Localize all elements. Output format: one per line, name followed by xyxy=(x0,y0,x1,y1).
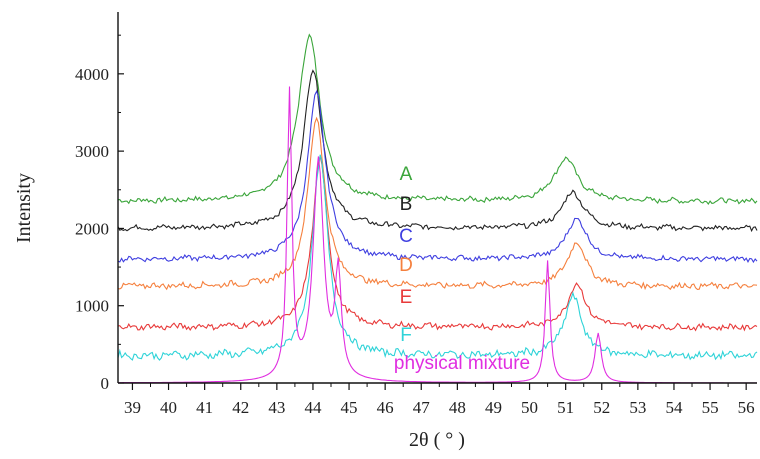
series-line-f xyxy=(117,154,758,361)
x-tick-label: 51 xyxy=(557,398,574,417)
axes: 0 1000 2000 3000 4000 39 40 41 42 43 44 45 46 47 48 49 5… xyxy=(75,12,757,417)
x-tick-label: 42 xyxy=(232,398,249,417)
series-line-e xyxy=(117,155,758,332)
series-label-physical-mixture: physical mixture xyxy=(394,353,530,374)
y-tick-label: 1000 xyxy=(75,297,109,316)
y-tick-label: 4000 xyxy=(75,65,109,84)
series-label-c: C xyxy=(399,226,413,247)
series-line-b xyxy=(117,69,758,233)
y-tick-label: 2000 xyxy=(75,219,109,238)
series-line-a xyxy=(117,33,758,205)
x-axis-title: 2θ ( ° ) xyxy=(409,429,465,451)
x-tick-label: 53 xyxy=(629,398,646,417)
y-axis-title: Intensity xyxy=(13,173,35,243)
y-tick-label: 3000 xyxy=(75,142,109,161)
x-tick-label: 48 xyxy=(449,398,466,417)
plot-curves xyxy=(117,33,758,384)
x-tick-label: 50 xyxy=(521,398,538,417)
series-label-b: B xyxy=(400,194,413,215)
series-line-c xyxy=(117,90,758,264)
x-tick-label: 54 xyxy=(665,398,683,417)
series-line-physical-mixture xyxy=(118,86,757,384)
series-label-d: D xyxy=(399,255,413,276)
series-line-d xyxy=(117,116,758,291)
x-tick-label: 40 xyxy=(160,398,177,417)
x-tick-label: 45 xyxy=(341,398,358,417)
series-label-e: E xyxy=(400,287,413,308)
x-tick-label: 39 xyxy=(124,398,141,417)
x-tick-label: 55 xyxy=(702,398,719,417)
x-tick-label: 44 xyxy=(304,398,322,417)
series-label-a: A xyxy=(400,164,413,185)
x-tick-label: 47 xyxy=(413,398,431,417)
series-label-f: F xyxy=(400,325,412,346)
x-tick-label: 43 xyxy=(268,398,285,417)
x-tick-label: 49 xyxy=(485,398,502,417)
x-tick-label: 41 xyxy=(196,398,213,417)
y-tick-label: 0 xyxy=(101,374,110,393)
x-tick-label: 56 xyxy=(738,398,755,417)
x-tick-label: 52 xyxy=(593,398,610,417)
x-tick-label: 46 xyxy=(377,398,394,417)
